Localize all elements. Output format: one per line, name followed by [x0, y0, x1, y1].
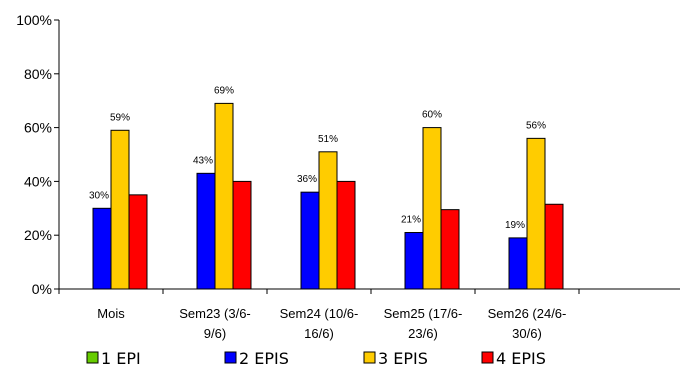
legend-item: 1 EPI — [86, 349, 141, 368]
y-tick-label: 0% — [32, 281, 52, 297]
bar-2-epis — [404, 232, 424, 290]
bar-4-epis — [544, 203, 564, 290]
data-label: 43% — [193, 155, 213, 166]
data-label: 21% — [401, 215, 421, 226]
y-axis-ticks: 0% 20% 40% 60% 80% 100% — [16, 12, 59, 297]
legend-swatch — [224, 351, 237, 364]
x-category-label: Sem25 (17/6- — [384, 306, 463, 321]
bar-4-epis — [336, 180, 356, 290]
legend-label: 3 EPIS — [378, 349, 428, 368]
bar-3-epis — [526, 137, 546, 290]
data-label: 59% — [110, 112, 130, 123]
bar-4-epis — [128, 194, 148, 290]
x-category-label: Sem24 (10/6- — [280, 306, 359, 321]
x-category-label: Sem23 (3/6- — [179, 306, 251, 321]
data-label: 36% — [297, 174, 317, 185]
bar-4-epis — [440, 209, 460, 290]
x-category-label: 16/6) — [304, 326, 334, 341]
x-category-label: 30/6) — [512, 326, 542, 341]
x-axis-categories: Mois Sem23 (3/6- 9/6) Sem24 (10/6- 16/6) Sem2… — [97, 306, 566, 341]
bar-3-epis — [214, 102, 234, 290]
data-label: 56% — [526, 120, 546, 131]
x-category-label: 9/6) — [204, 326, 226, 341]
data-label: 51% — [318, 134, 338, 145]
y-tick-label: 100% — [16, 12, 52, 28]
data-label: 60% — [422, 110, 442, 121]
bar-2-epis — [196, 172, 216, 290]
bar-2-epis — [508, 237, 528, 290]
bar-3-epis — [110, 129, 130, 290]
legend-label: 2 EPIS — [239, 349, 289, 368]
y-tick-label: 20% — [24, 227, 52, 243]
bar-3-epis — [422, 127, 442, 290]
legend-swatch — [363, 351, 376, 364]
data-labels: 30% 59% 43% 69% 36% 51% 21% 60% 19% 56% — [89, 85, 546, 231]
legend-item: 3 EPIS — [363, 349, 428, 368]
y-tick-label: 80% — [24, 66, 52, 82]
bar-3-epis — [318, 151, 338, 290]
legend-swatch — [86, 351, 99, 364]
chart-axes — [58, 20, 680, 294]
data-label: 30% — [89, 190, 109, 201]
y-tick-label: 60% — [24, 120, 52, 136]
legend-item: 4 EPIS — [481, 349, 546, 368]
legend-label: 1 EPI — [101, 349, 141, 368]
legend-item: 2 EPIS — [224, 349, 289, 368]
legend-label: 4 EPIS — [496, 349, 546, 368]
data-label: 69% — [214, 85, 234, 96]
x-category-label: Sem26 (24/6- — [488, 306, 567, 321]
chart-legend: 1 EPI 2 EPIS 3 EPIS 4 EPIS — [86, 349, 546, 368]
data-label: 19% — [505, 220, 525, 231]
x-category-label: 23/6) — [408, 326, 438, 341]
x-category-label: Mois — [97, 306, 125, 321]
chart-bars — [92, 102, 564, 290]
legend-swatch — [481, 351, 494, 364]
bar-2-epis — [300, 191, 320, 290]
bar-2-epis — [92, 207, 112, 290]
y-tick-label: 40% — [24, 173, 52, 189]
bar-4-epis — [232, 180, 252, 290]
